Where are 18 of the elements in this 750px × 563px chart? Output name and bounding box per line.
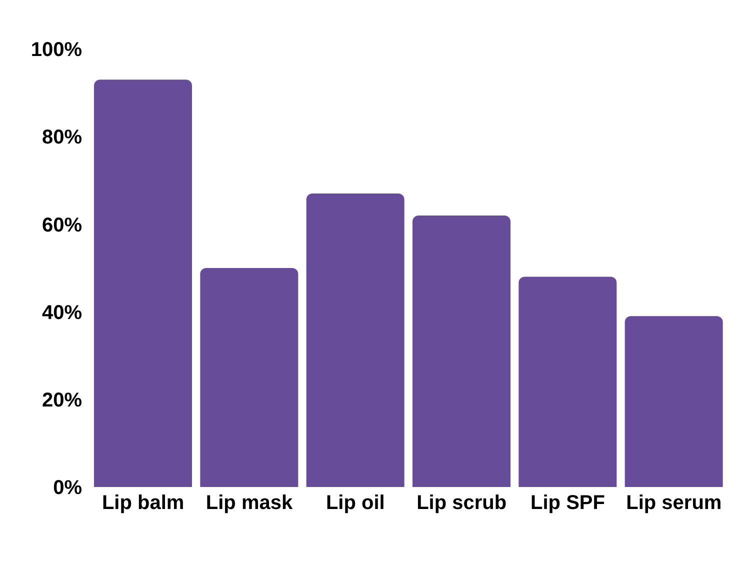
x-tick-label: Lip SPF <box>530 492 605 514</box>
x-tick-label: Lip balm <box>102 492 184 514</box>
y-tick-label: 40% <box>42 302 82 324</box>
x-tick-label: Lip mask <box>206 492 294 514</box>
x-tick-label: Lip scrub <box>416 492 507 514</box>
y-tick-label: 80% <box>42 126 82 149</box>
y-tick-label: 100% <box>30 39 82 62</box>
bar <box>412 215 510 487</box>
bar <box>306 194 404 487</box>
y-tick-label: 60% <box>42 214 82 236</box>
y-tick-label: 20% <box>42 390 82 412</box>
bar <box>94 80 192 487</box>
y-tick-label: 0% <box>53 477 82 500</box>
x-tick-label: Lip serum <box>626 492 722 514</box>
bar <box>200 268 298 487</box>
bar <box>518 276 617 487</box>
bar <box>624 316 723 487</box>
x-tick-label: Lip oil <box>326 492 385 514</box>
